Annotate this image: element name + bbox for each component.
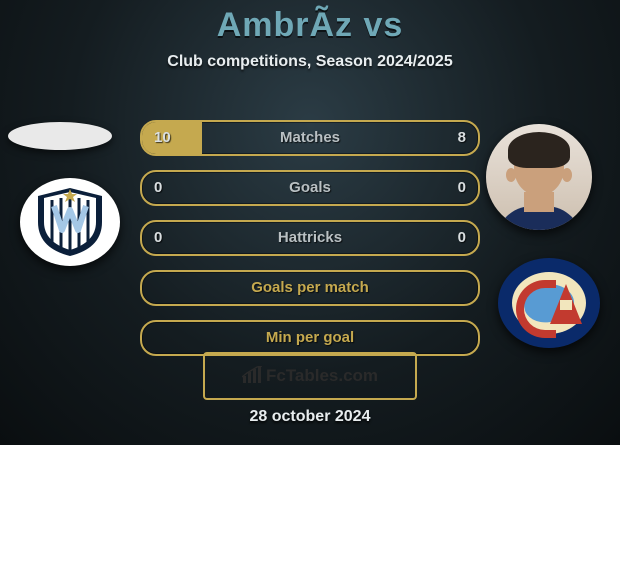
- stat-value-right: 8: [458, 122, 466, 154]
- club-right-crest: [498, 258, 600, 348]
- stat-label: Hattricks: [142, 222, 478, 254]
- player-left-avatar-placeholder: [8, 122, 112, 150]
- stat-label: Goals: [142, 172, 478, 204]
- stat-row-goals: 0 Goals 0: [140, 170, 480, 206]
- page-title: AmbrÃ­z vs: [0, 0, 620, 45]
- stat-row-hattricks: 0 Hattricks 0: [140, 220, 480, 256]
- watermark-badge[interactable]: FcTables.com: [203, 352, 417, 400]
- stat-label: Matches: [142, 122, 478, 154]
- stats-table: 10 Matches 8 0 Goals 0 0 Hattricks 0 Goa…: [140, 120, 480, 370]
- stat-row-min-per-goal: Min per goal: [140, 320, 480, 356]
- bar-chart-icon: [242, 366, 262, 384]
- stat-label: Goals per match: [142, 272, 478, 304]
- comparison-card: AmbrÃ­z vs Club competitions, Season 202…: [0, 0, 620, 445]
- stat-row-goals-per-match: Goals per match: [140, 270, 480, 306]
- footer-date: 28 october 2024: [0, 408, 620, 426]
- club-left-crest: [20, 178, 120, 266]
- subtitle: Club competitions, Season 2024/2025: [0, 53, 620, 71]
- stat-label: Min per goal: [142, 322, 478, 354]
- stat-value-right: 0: [458, 222, 466, 254]
- player-right-avatar: [486, 124, 592, 230]
- watermark-text: FcTables.com: [266, 366, 378, 385]
- stat-value-right: 0: [458, 172, 466, 204]
- stat-row-matches: 10 Matches 8: [140, 120, 480, 156]
- club-left-crest-svg: [34, 186, 106, 258]
